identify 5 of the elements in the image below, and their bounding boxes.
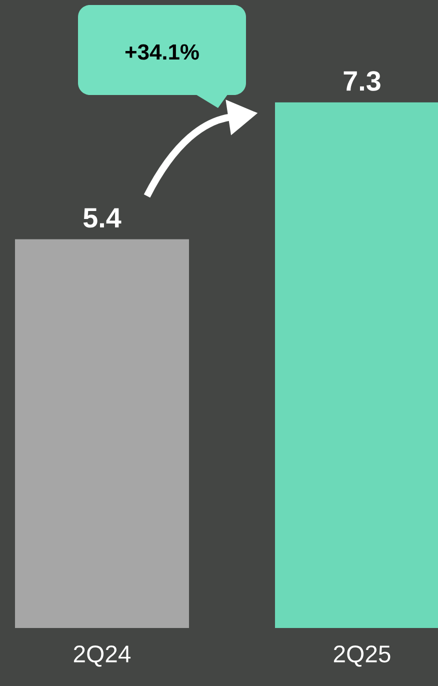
data-label: 5.4 [83,208,122,228]
data-label: 7.3 [344,71,380,91]
x-tick-label: 2Q24 [74,646,131,667]
annotation: +34.1% [125,44,199,60]
x-tick-label: 2Q25 [334,646,390,667]
